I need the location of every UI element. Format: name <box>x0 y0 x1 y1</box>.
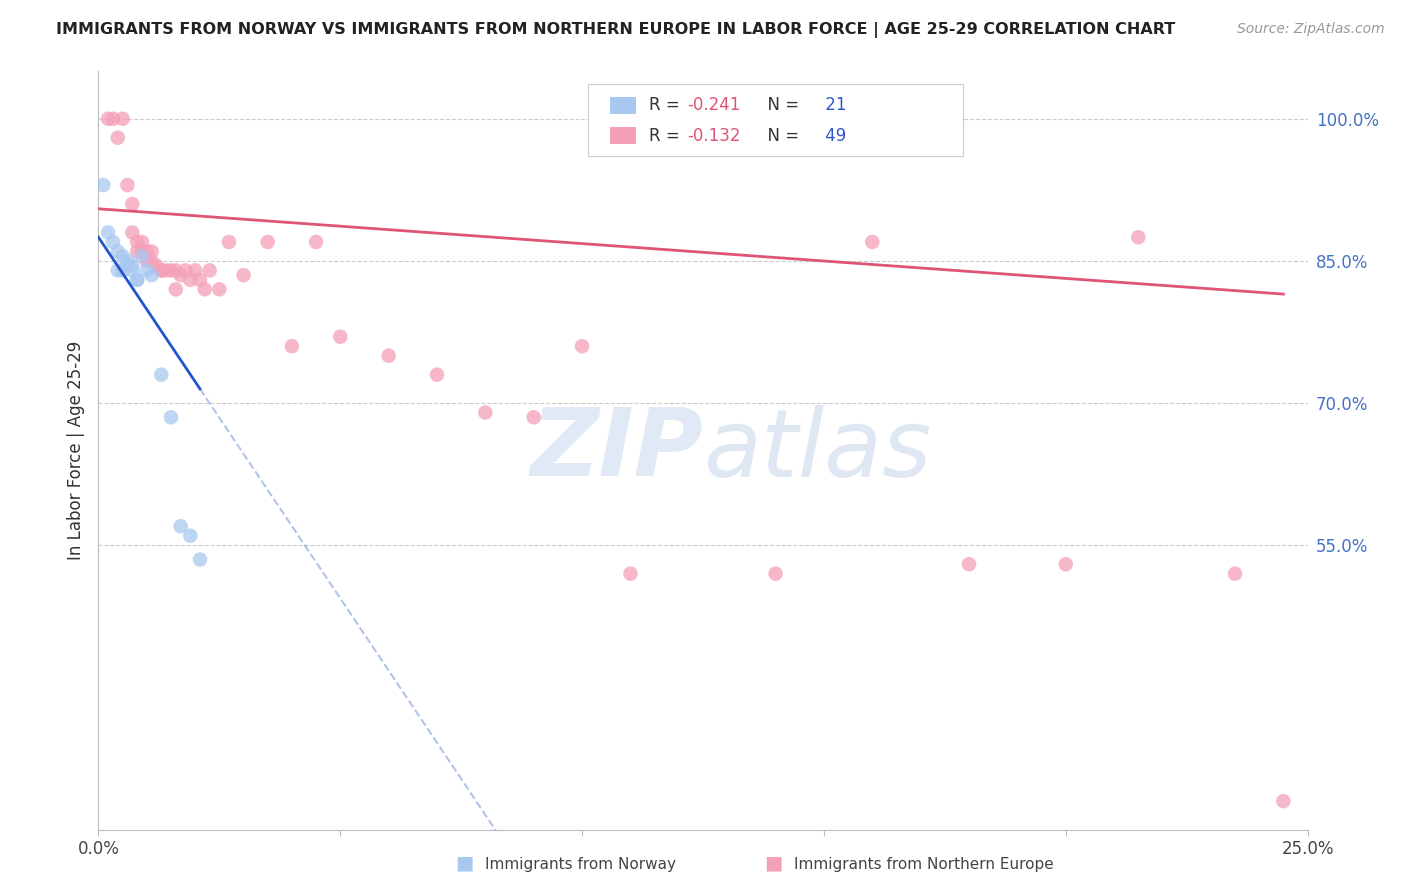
Point <box>329 330 352 344</box>
Point <box>155 263 177 277</box>
Text: Immigrants from Norway: Immigrants from Norway <box>485 857 676 872</box>
Point <box>107 263 129 277</box>
Point <box>1223 566 1246 581</box>
Point <box>188 552 211 566</box>
Point <box>121 263 143 277</box>
Point <box>619 566 641 581</box>
Point <box>198 263 221 277</box>
Point <box>127 244 149 259</box>
Point <box>117 259 139 273</box>
Y-axis label: In Labor Force | Age 25-29: In Labor Force | Age 25-29 <box>66 341 84 560</box>
Text: N =: N = <box>758 96 804 114</box>
FancyBboxPatch shape <box>588 84 963 156</box>
Point <box>117 254 139 268</box>
Text: -0.132: -0.132 <box>688 127 741 145</box>
Point <box>160 410 183 425</box>
Point <box>107 244 129 259</box>
Point <box>121 197 143 211</box>
Text: atlas: atlas <box>703 405 931 496</box>
Point <box>165 263 187 277</box>
Point <box>121 226 143 240</box>
Point <box>188 273 211 287</box>
Text: R =: R = <box>648 127 685 145</box>
Point <box>91 178 114 193</box>
Text: Source: ZipAtlas.com: Source: ZipAtlas.com <box>1237 22 1385 37</box>
Point <box>97 112 120 126</box>
Point <box>131 244 153 259</box>
Point <box>145 259 167 273</box>
Point <box>111 263 134 277</box>
Point <box>860 235 883 249</box>
Point <box>135 244 157 259</box>
Text: ZIP: ZIP <box>530 404 703 497</box>
Point <box>150 263 173 277</box>
Point <box>117 178 139 193</box>
Point <box>169 268 191 282</box>
Point <box>1128 230 1150 244</box>
Point <box>179 529 201 543</box>
Point <box>127 273 149 287</box>
Text: Immigrants from Northern Europe: Immigrants from Northern Europe <box>794 857 1054 872</box>
Point <box>150 263 173 277</box>
Point <box>141 254 163 268</box>
Point <box>305 235 328 249</box>
Text: 49: 49 <box>820 127 846 145</box>
Point <box>111 249 134 263</box>
Point <box>131 249 153 263</box>
Point <box>107 130 129 145</box>
Point <box>218 235 240 249</box>
Point <box>571 339 593 353</box>
Point <box>1272 794 1295 808</box>
Text: N =: N = <box>758 127 804 145</box>
Point <box>131 235 153 249</box>
Point <box>141 268 163 282</box>
Text: ■: ■ <box>454 854 474 872</box>
Point <box>281 339 304 353</box>
Point <box>184 263 207 277</box>
Point <box>377 349 399 363</box>
Point <box>957 557 980 572</box>
Point <box>169 519 191 533</box>
Text: -0.241: -0.241 <box>688 96 741 114</box>
Point <box>160 263 183 277</box>
Point <box>474 406 496 420</box>
Point <box>141 244 163 259</box>
Point <box>135 254 157 268</box>
Text: IMMIGRANTS FROM NORWAY VS IMMIGRANTS FROM NORTHERN EUROPE IN LABOR FORCE | AGE 2: IMMIGRANTS FROM NORWAY VS IMMIGRANTS FRO… <box>56 22 1175 38</box>
Point <box>232 268 254 282</box>
Point <box>523 410 546 425</box>
Point <box>127 235 149 249</box>
Text: ■: ■ <box>763 854 783 872</box>
Point <box>256 235 278 249</box>
FancyBboxPatch shape <box>610 128 637 145</box>
Point <box>121 259 143 273</box>
Point <box>1054 557 1077 572</box>
Point <box>127 273 149 287</box>
Point <box>135 263 157 277</box>
Point <box>165 282 187 296</box>
Text: R =: R = <box>648 96 685 114</box>
Point <box>426 368 449 382</box>
Point <box>174 263 197 277</box>
Point <box>101 235 124 249</box>
Point <box>194 282 217 296</box>
Point <box>179 273 201 287</box>
Point <box>208 282 231 296</box>
Point <box>765 566 787 581</box>
Point <box>150 368 173 382</box>
Point <box>97 226 120 240</box>
Point <box>101 112 124 126</box>
FancyBboxPatch shape <box>610 97 637 114</box>
Point <box>111 112 134 126</box>
Text: 21: 21 <box>820 96 846 114</box>
